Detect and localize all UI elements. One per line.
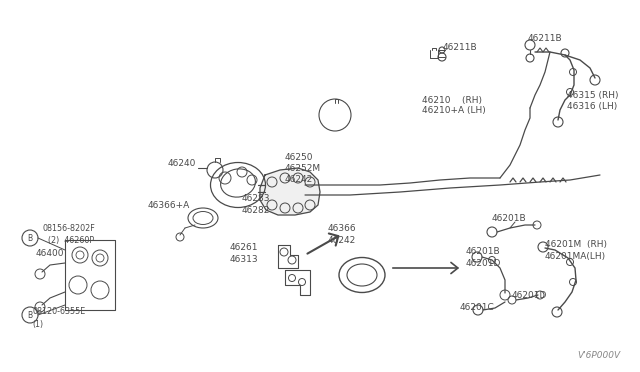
Text: 46201M  (RH): 46201M (RH)	[545, 241, 607, 250]
Text: 46210+A (LH): 46210+A (LH)	[422, 106, 486, 115]
Text: 46201D: 46201D	[512, 291, 547, 299]
Text: 46240: 46240	[168, 158, 196, 167]
Text: 08156-8202F: 08156-8202F	[42, 224, 95, 232]
Text: 46210    (RH): 46210 (RH)	[422, 96, 482, 105]
Text: 46211B: 46211B	[528, 33, 563, 42]
Text: 46400: 46400	[36, 248, 65, 257]
Text: (1): (1)	[33, 321, 44, 330]
Text: 46261: 46261	[230, 244, 259, 253]
Text: 46201B: 46201B	[492, 214, 527, 222]
Polygon shape	[260, 168, 320, 215]
Text: 46242: 46242	[328, 235, 356, 244]
Text: B: B	[28, 311, 33, 320]
Text: 46242: 46242	[285, 174, 313, 183]
Text: 46283: 46283	[242, 193, 271, 202]
Text: 46211B: 46211B	[443, 42, 477, 51]
Text: 46201B: 46201B	[466, 247, 500, 257]
Text: 46201C: 46201C	[460, 304, 495, 312]
Text: 46315 (RH): 46315 (RH)	[567, 90, 618, 99]
Text: 46366: 46366	[328, 224, 356, 232]
Text: 46313: 46313	[230, 256, 259, 264]
Text: B: B	[28, 234, 33, 243]
Text: V'6P000V: V'6P000V	[577, 351, 620, 360]
Text: 46366+A: 46366+A	[148, 201, 190, 209]
Text: 46250: 46250	[285, 153, 314, 161]
Text: 46252M: 46252M	[285, 164, 321, 173]
Text: 46201D: 46201D	[466, 260, 501, 269]
Text: 08120-6355E: 08120-6355E	[32, 308, 85, 317]
Text: 46201MA(LH): 46201MA(LH)	[545, 253, 606, 262]
Text: 46316 (LH): 46316 (LH)	[567, 102, 617, 110]
Text: 46282: 46282	[242, 205, 270, 215]
Text: (2)  46260P: (2) 46260P	[48, 235, 94, 244]
